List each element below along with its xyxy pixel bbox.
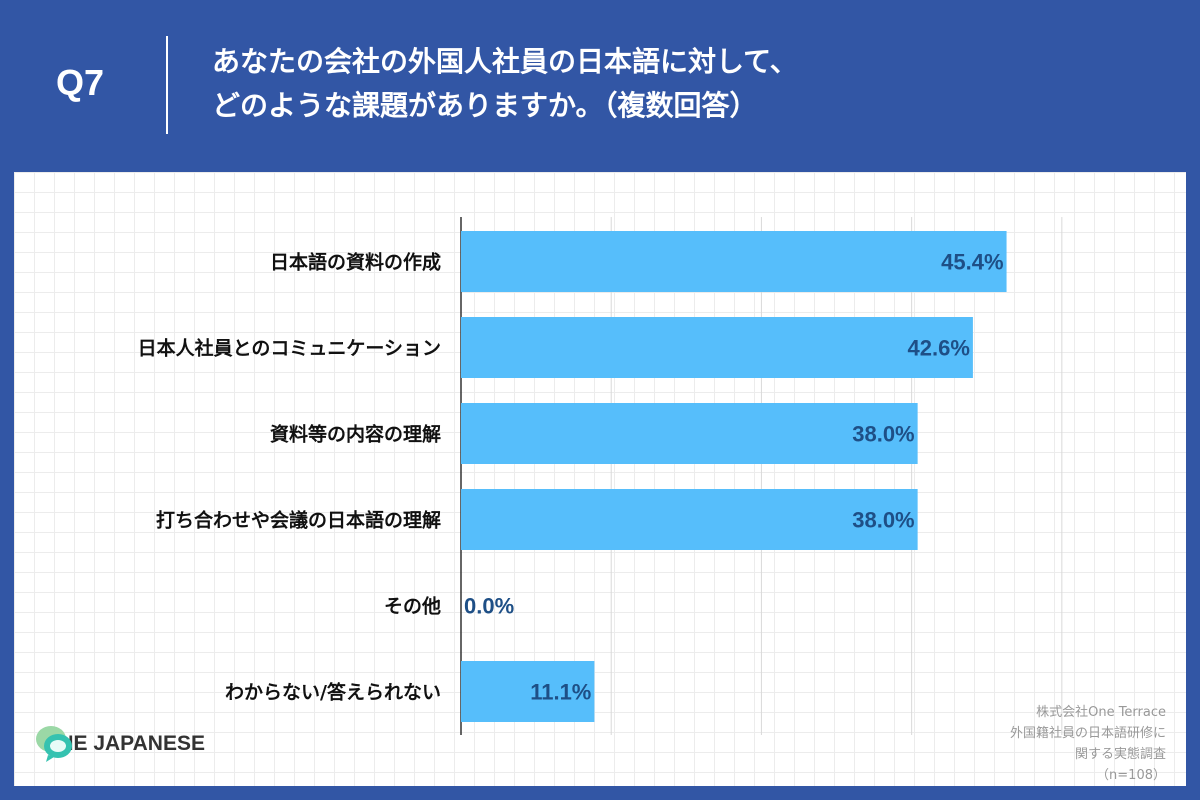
source-line2: 外国籍社員の日本語研修に: [1009, 726, 1166, 741]
category-label-4: 打ち合わせや会議の日本語の理解: [156, 509, 441, 532]
value-label-5: 0.0%: [464, 594, 514, 619]
brand-logo: ONE JAPANESE: [34, 722, 205, 766]
bar-6: [461, 661, 595, 722]
question-number: Q7: [56, 62, 105, 103]
category-label-2: 日本人社員とのコミュニケーション: [138, 337, 441, 360]
value-label-1: 45.4%: [941, 250, 1003, 275]
source-line1: 株式会社One Terrace: [1036, 705, 1166, 720]
value-label-3: 38.0%: [852, 422, 914, 447]
category-label-5: その他: [384, 595, 441, 618]
source-note: 株式会社One Terrace 外国籍社員の日本語研修に 関する実態調査 （n=…: [1010, 702, 1166, 786]
value-label-6: 11.1%: [530, 680, 591, 705]
chart-panel: 日本語の資料の作成 45.4% 日本人社員とのコミュニケーション 42.6% 資料等の内…: [14, 172, 1186, 786]
bar-1: [461, 231, 1007, 292]
bar-3: [461, 403, 918, 464]
question-title: あなたの会社の外国人社員の日本語に対して、 どのような課題がありますか。（複数回…: [212, 40, 798, 128]
brand-logo-text: ONE JAPANESE: [42, 732, 205, 755]
category-label-6: わからない/答えられない: [225, 681, 441, 704]
speech-bubbles-icon: [36, 726, 72, 762]
header-divider: [166, 36, 168, 134]
bar-4: [461, 489, 918, 550]
question-title-line2: どのような課題がありますか。（複数回答）: [212, 89, 758, 122]
header: Q7 あなたの会社の外国人社員の日本語に対して、 どのような課題がありますか。（…: [0, 0, 1200, 170]
bar-2: [461, 317, 973, 378]
category-label-3: 資料等の内容の理解: [270, 423, 441, 446]
value-label-2: 42.6%: [908, 336, 970, 361]
category-label-1: 日本語の資料の作成: [270, 251, 441, 274]
source-line3: 関する実態調査: [1074, 747, 1166, 762]
question-title-line1: あなたの会社の外国人社員の日本語に対して、: [212, 45, 798, 78]
source-line4: （n=108）: [1096, 768, 1166, 783]
value-label-4: 38.0%: [852, 508, 914, 533]
bar-chart: 日本語の資料の作成 45.4% 日本人社員とのコミュニケーション 42.6% 資料等の内…: [138, 217, 1063, 735]
